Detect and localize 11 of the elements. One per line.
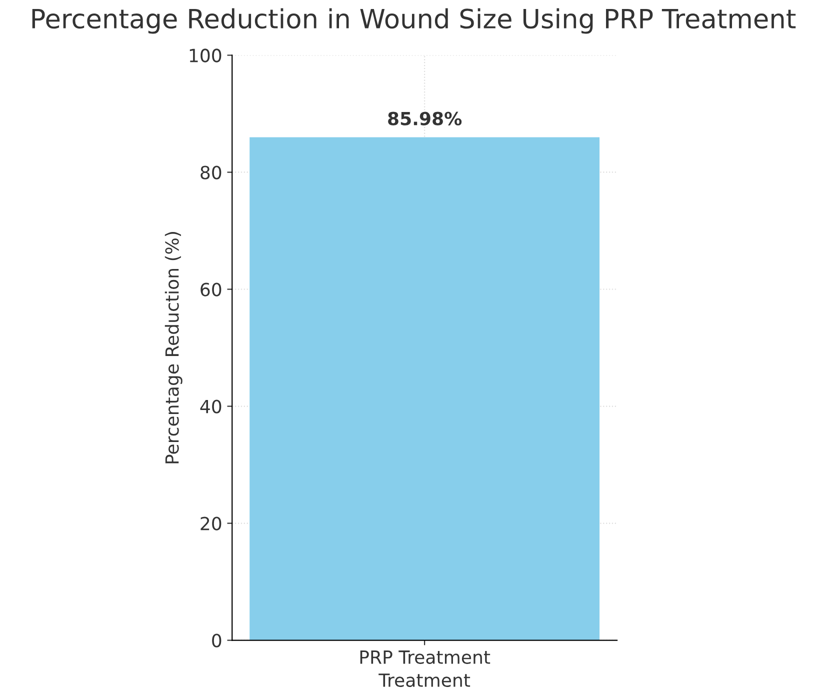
y-tick-label: 20 [200,516,222,530]
data-label: 85.98% [388,112,462,126]
y-tick-label: 100 [190,48,222,62]
y-tick-label: 60 [200,282,222,296]
y-tick-label: 0 [212,634,222,648]
x-tick-label: PRP Treatment [360,650,490,664]
chart-title: Percentage Reduction in Wound Size Using PRP Treatment [32,8,796,34]
x-axis-title: Treatment [378,674,470,688]
y-axis-title: Percentage Reduction (%) [164,232,182,464]
y-tick-label: 40 [200,400,222,414]
y-tick-label: 80 [200,166,222,180]
